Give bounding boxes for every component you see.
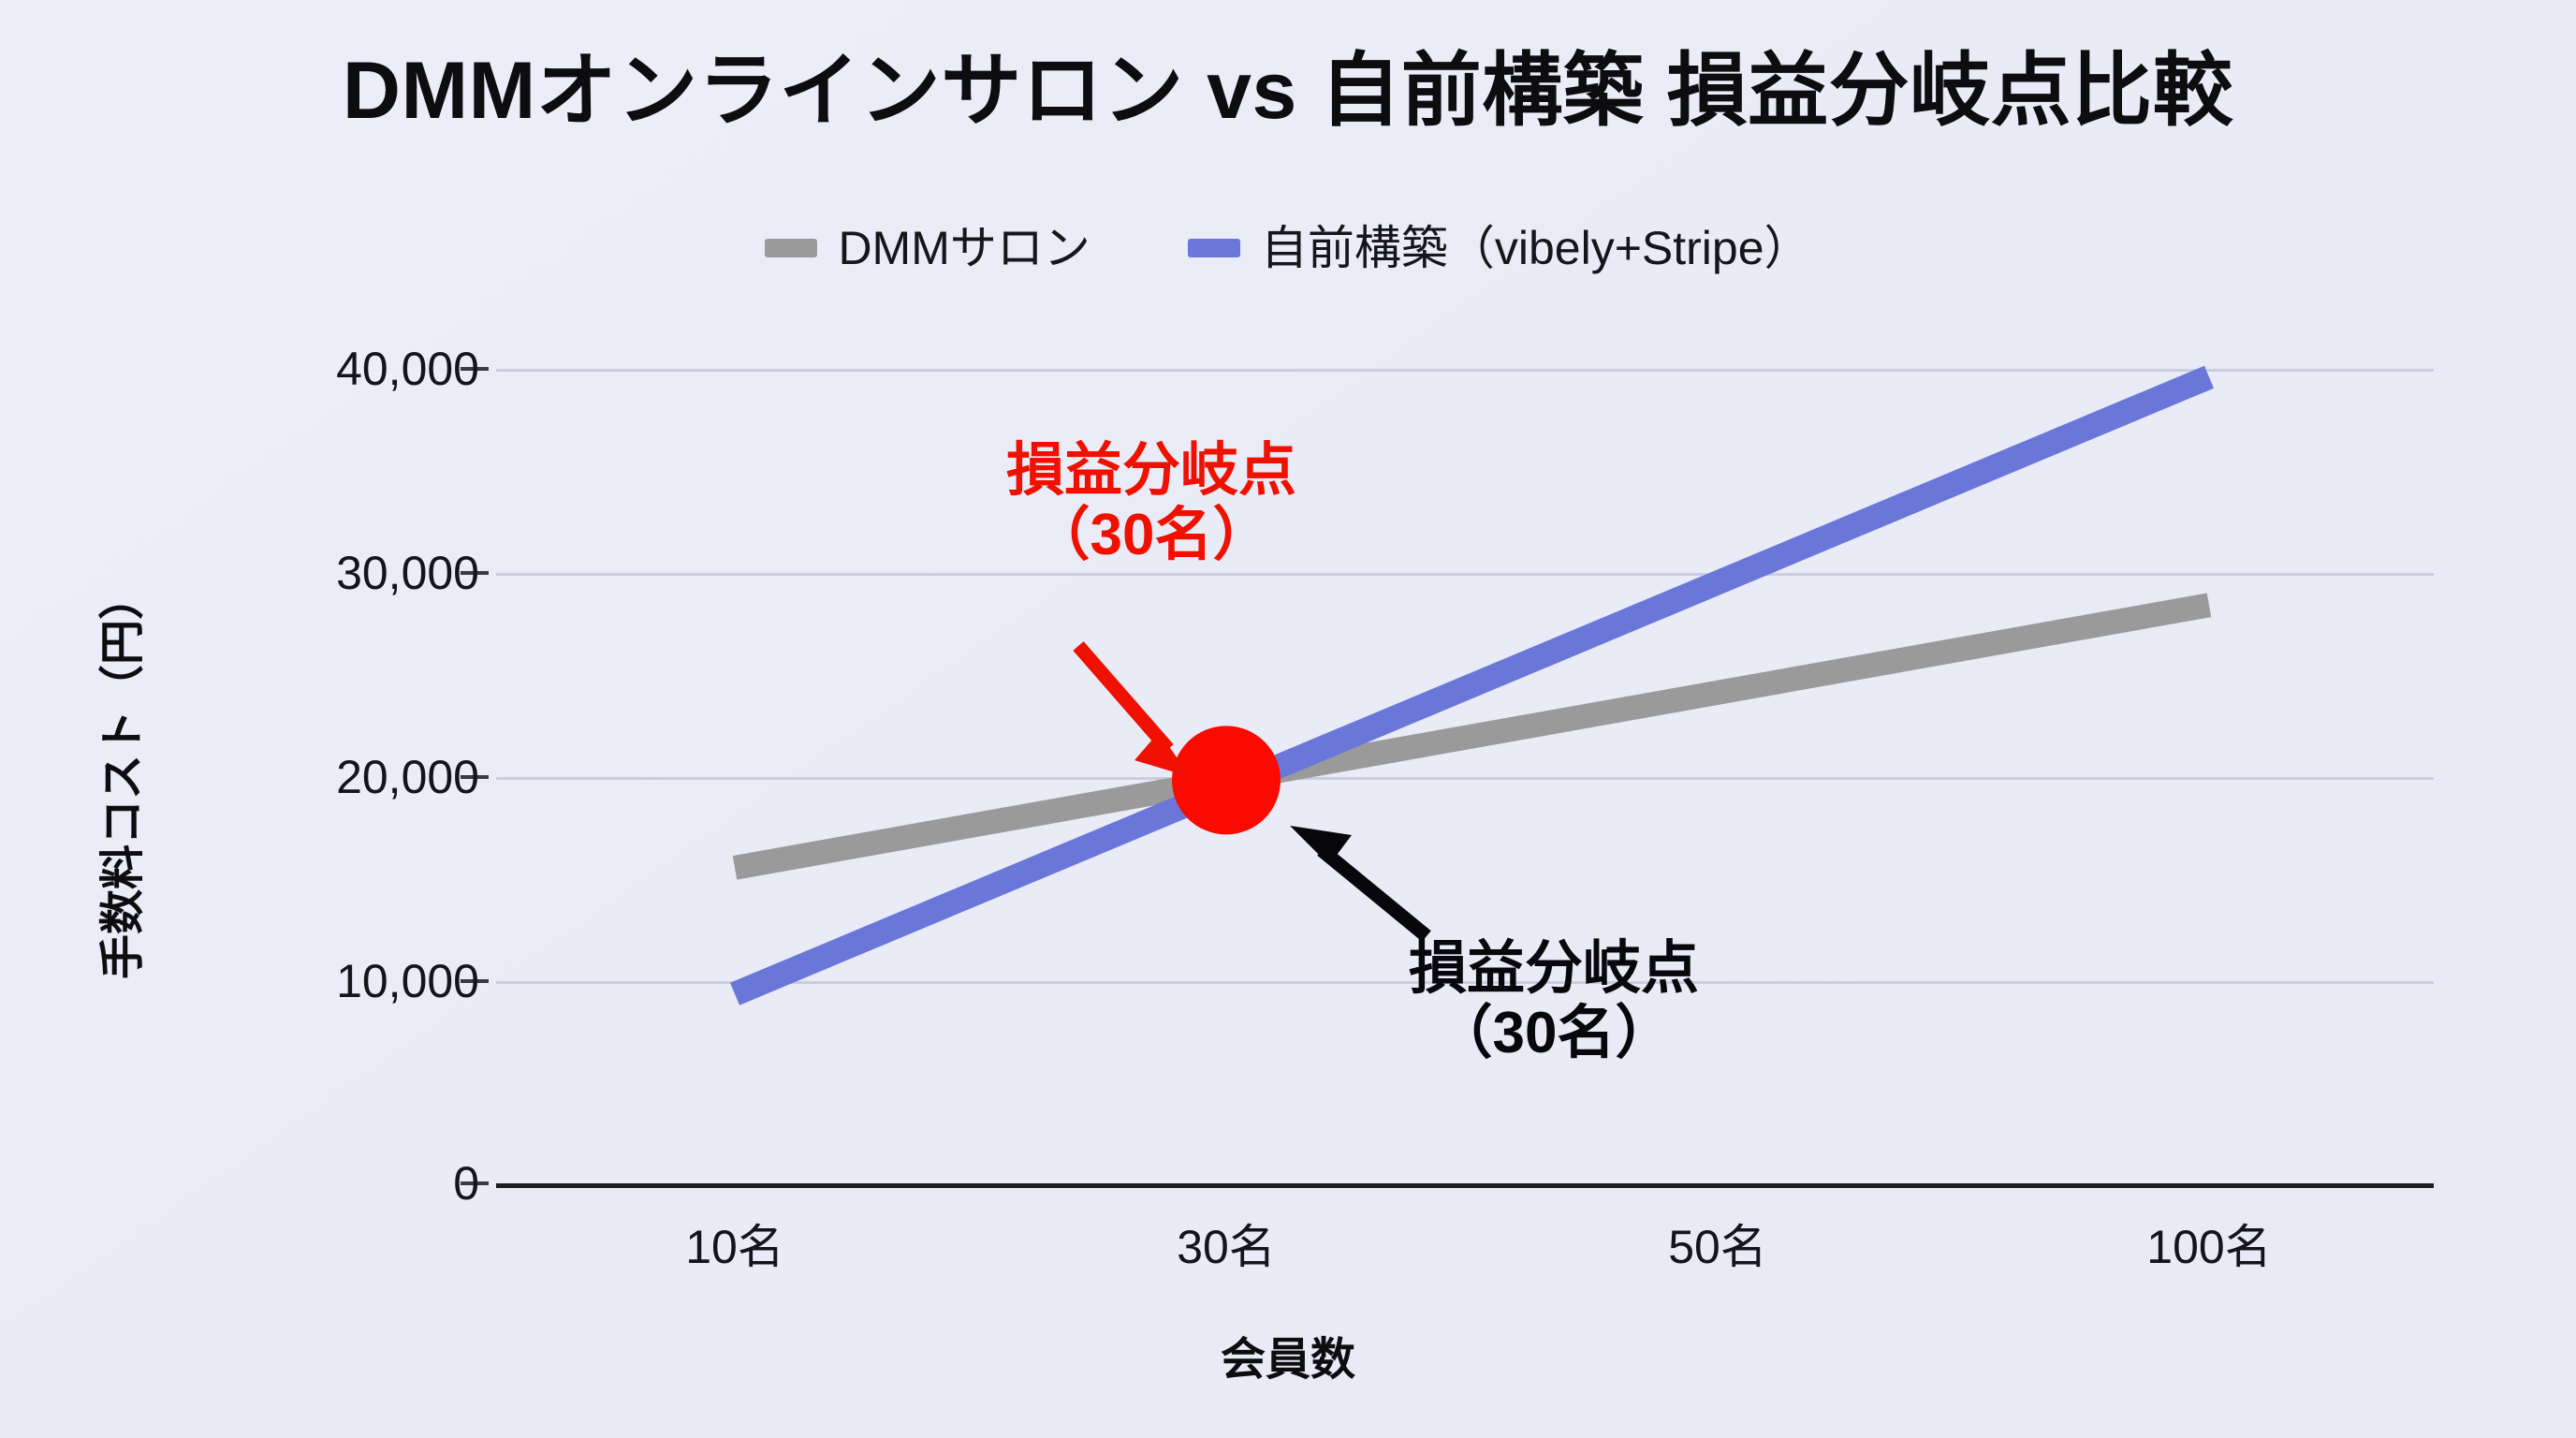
ytick-label-10000: 10,000 [336, 955, 479, 1007]
annotation-break-even-black-line2: （30名） [1434, 1001, 1674, 1066]
ytick-dash-20000 [461, 775, 489, 779]
ytick-dash-0 [461, 1181, 489, 1185]
legend-swatch-self-build [1187, 239, 1240, 257]
series-line-dmm-salon [732, 593, 2212, 880]
x-axis-title: 会員数 [1220, 1335, 1355, 1385]
xtick-label-100: 100名 [2146, 1221, 2272, 1273]
ytick-dash-30000 [461, 571, 489, 575]
legend-label-self-build: 自前構築（vibely+Stripe） [1260, 222, 1811, 274]
legend-swatch-dmm-salon [765, 239, 818, 257]
annotation-break-even-red-line2: （30名） [1032, 503, 1271, 568]
xtick-label-30: 30名 [1177, 1221, 1276, 1273]
gridline-20000 [496, 777, 2434, 780]
legend-label-dmm-salon: DMMサロン [838, 222, 1090, 274]
x-axis-line [496, 1183, 2434, 1188]
gridline-40000 [496, 369, 2434, 372]
xtick-label-50: 50名 [1668, 1221, 1767, 1273]
black-arrow-icon [1290, 826, 1431, 942]
ytick-label-20000: 20,000 [336, 751, 479, 803]
legend-item-dmm-salon[interactable]: DMMサロン [765, 225, 1090, 271]
xtick-label-10: 10名 [685, 1221, 784, 1273]
annotation-break-even-red: 損益分岐点 （30名） [889, 438, 1413, 568]
ytick-dash-40000 [461, 367, 489, 371]
y-axis-title: 手数料コスト（円） [98, 574, 148, 980]
ytick-label-0: 0 [453, 1157, 479, 1210]
break-even-marker[interactable] [1172, 726, 1281, 835]
chart-legend: DMMサロン 自前構築（vibely+Stripe） [0, 225, 2576, 271]
chart-title: DMMオンラインサロン vs 自前構築 損益分岐点比較 [342, 46, 2234, 136]
legend-item-self-build[interactable]: 自前構築（vibely+Stripe） [1187, 222, 1811, 274]
ytick-dash-10000 [461, 979, 489, 983]
annotation-break-even-black: 損益分岐点 （30名） [1292, 936, 1816, 1066]
annotation-break-even-black-line1: 損益分岐点 [1408, 936, 1699, 1001]
ytick-label-40000: 40,000 [336, 343, 479, 395]
annotation-break-even-red-line1: 損益分岐点 [1005, 438, 1296, 503]
ytick-label-30000: 30,000 [336, 547, 479, 599]
red-arrow-icon [1073, 641, 1191, 777]
gridline-30000 [496, 573, 2434, 576]
